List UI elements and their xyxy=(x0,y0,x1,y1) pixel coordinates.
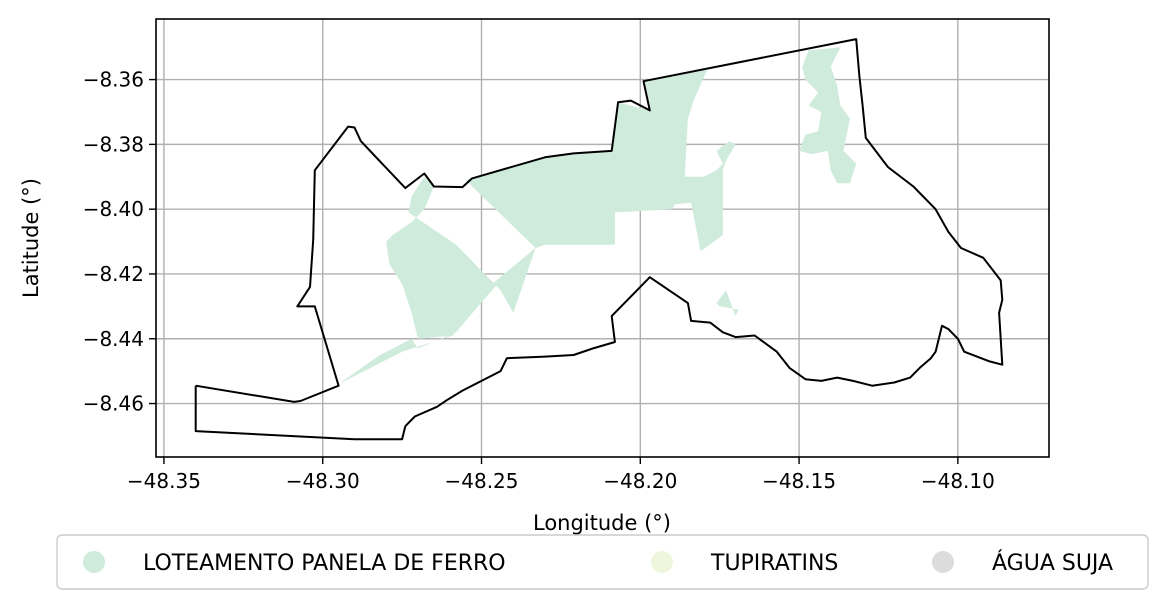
tick-label-y-1: −8.38 xyxy=(83,132,144,156)
tick-label-y-4: −8.44 xyxy=(83,327,144,351)
area-0-4 xyxy=(716,290,739,317)
legend-entry-agua-suja: ÁGUA SUJA xyxy=(932,550,1113,576)
area-0-2 xyxy=(386,176,536,339)
legend-marker-agua-suja xyxy=(932,551,954,573)
y-axis-label: Latitude (°) xyxy=(19,178,43,298)
tick-label-x-0: −48.35 xyxy=(127,469,201,493)
legend-label-agua-suja: ÁGUA SUJA xyxy=(992,550,1113,576)
area-0-3 xyxy=(338,248,536,385)
area-0-0 xyxy=(465,69,736,252)
boundary-outline xyxy=(194,38,1004,441)
legend: LOTEAMENTO PANELA DE FERRO TUPIRATINS ÁG… xyxy=(56,534,1149,590)
plot-frame xyxy=(155,18,1050,458)
area-fills xyxy=(338,47,857,385)
boundary-line xyxy=(194,38,1004,441)
legend-entry-loteamento: LOTEAMENTO PANELA DE FERRO xyxy=(83,551,506,576)
tick-label-y-5: −8.46 xyxy=(83,392,144,416)
legend-marker-loteamento xyxy=(83,551,105,573)
legend-frame xyxy=(56,534,1149,590)
tick-label-x-4: −48.15 xyxy=(762,469,836,493)
legend-marker-tupiratins xyxy=(651,551,673,573)
area-0-1 xyxy=(799,47,857,184)
axis-ticks: −48.35 −48.30 −48.25 −48.20 −48.15 −48.10 −8.3… xyxy=(83,68,995,493)
tick-label-x-2: −48.25 xyxy=(444,469,518,493)
legend-label-tupiratins: TUPIRATINS xyxy=(710,551,838,576)
tick-label-y-3: −8.42 xyxy=(83,262,144,286)
x-axis-label: Longitude (°) xyxy=(533,511,671,535)
tick-label-x-1: −48.30 xyxy=(286,469,360,493)
tick-label-x-3: −48.20 xyxy=(603,469,677,493)
tick-label-x-5: −48.10 xyxy=(921,469,995,493)
tick-label-y-0: −8.36 xyxy=(83,68,144,92)
legend-entry-tupiratins: TUPIRATINS xyxy=(651,551,838,576)
legend-label-loteamento: LOTEAMENTO PANELA DE FERRO xyxy=(143,551,506,576)
tick-label-y-2: −8.40 xyxy=(83,197,144,221)
